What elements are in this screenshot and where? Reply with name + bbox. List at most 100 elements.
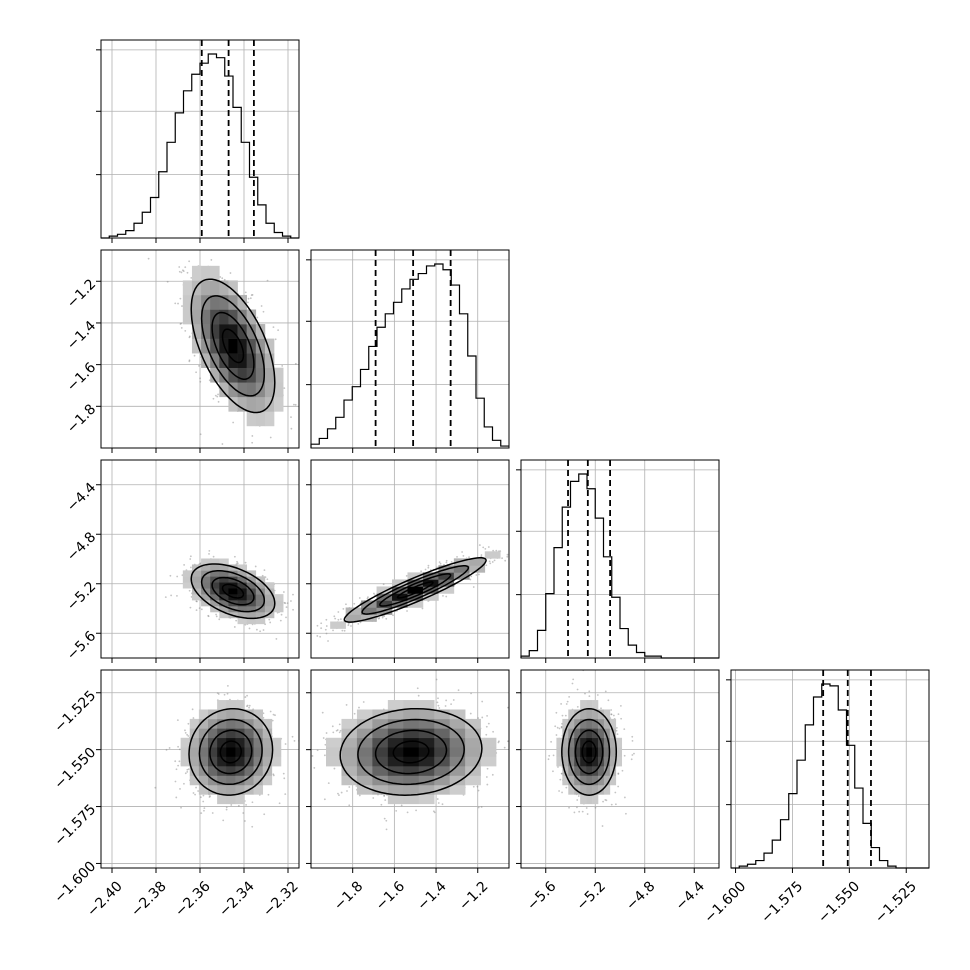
density-cell [246,594,257,601]
sample-point [179,297,182,300]
density-cell [556,747,563,757]
density-cell [191,570,202,577]
sample-point [184,729,186,732]
sample-point [558,727,561,730]
density-cell [219,558,229,565]
density-cell [191,338,202,354]
sample-point [435,678,438,681]
density-cell [562,775,569,786]
density-cell [274,367,284,383]
contour-line [374,729,448,775]
panel-content [101,460,299,658]
sample-point [337,611,340,613]
sample-point [272,326,275,329]
sample-point [584,692,586,695]
sample-point [338,723,341,726]
sample-point [481,716,484,719]
x-tick-label: −2.38 [128,878,170,920]
sample-point [320,627,323,630]
y-tick-label: −1.550 [51,745,99,793]
sample-point [561,791,563,794]
density-cell [253,718,264,729]
sample-point [215,615,218,618]
sample-point [445,699,448,702]
sample-point [202,794,205,797]
density-cell [586,728,593,739]
density-cell [449,718,466,729]
density-cell [237,294,247,310]
sample-point [436,798,439,800]
sample-point [222,819,225,822]
density-cell [235,775,245,786]
density-cell [356,728,373,739]
sample-point [251,825,254,828]
density-cell [597,775,605,786]
y-tick-label: −1.2 [64,276,99,311]
sample-point [445,595,448,598]
sample-point [437,704,440,707]
sample-point [576,688,579,691]
density-cell [201,324,211,339]
density-cell [255,594,266,601]
sample-point [297,750,299,752]
contour-line [581,740,597,764]
x-tick-label: −2.32 [260,878,302,920]
sample-point [605,799,608,802]
panel-frame [520,669,720,869]
sample-point [383,794,386,797]
sample-point [576,705,579,708]
sample-point [353,712,356,715]
sample-point [506,740,509,743]
sample-point [631,735,634,738]
sample-point [184,731,187,734]
sample-point [249,297,252,300]
sample-point [457,689,460,692]
density-cell [182,294,193,310]
density-cell [189,766,200,776]
sample-point [555,734,558,736]
density-cell [226,775,236,786]
density-cell [235,784,245,795]
sample-point [186,770,189,773]
density-cell [449,709,466,720]
sample-point [272,713,275,716]
density-cell [182,280,193,296]
sample-point [337,618,340,621]
sample-point [285,616,287,619]
sample-point [486,715,488,717]
density-cell [237,606,247,613]
density-cell [592,794,599,805]
sample-point [311,755,314,757]
sample-point [384,799,387,801]
density-cell [403,775,420,786]
density-cell [403,700,420,710]
density-cell [392,579,408,587]
density-cell [586,766,593,776]
sample-point [307,761,309,763]
density-cell [592,784,599,795]
contour-line [211,576,255,606]
density-cell [235,737,245,748]
sample-point [175,796,178,799]
sample-point [550,740,553,743]
density-cell [418,737,435,748]
sample-point [247,297,250,300]
density-cell [201,600,211,607]
sample-point [313,767,316,769]
density-cell [264,611,275,619]
sample-point [244,561,247,564]
sample-point [244,696,247,698]
sample-point [601,825,604,827]
sample-point [560,726,563,729]
density-cell [449,775,466,786]
density-cell [189,775,200,786]
density-cell [372,756,389,767]
density-cell [597,728,605,739]
density-cell [403,756,420,767]
contour-line [574,729,604,775]
contour-line [339,707,483,796]
sample-point [214,394,217,397]
density-cell [255,324,266,339]
sample-point [281,365,284,367]
